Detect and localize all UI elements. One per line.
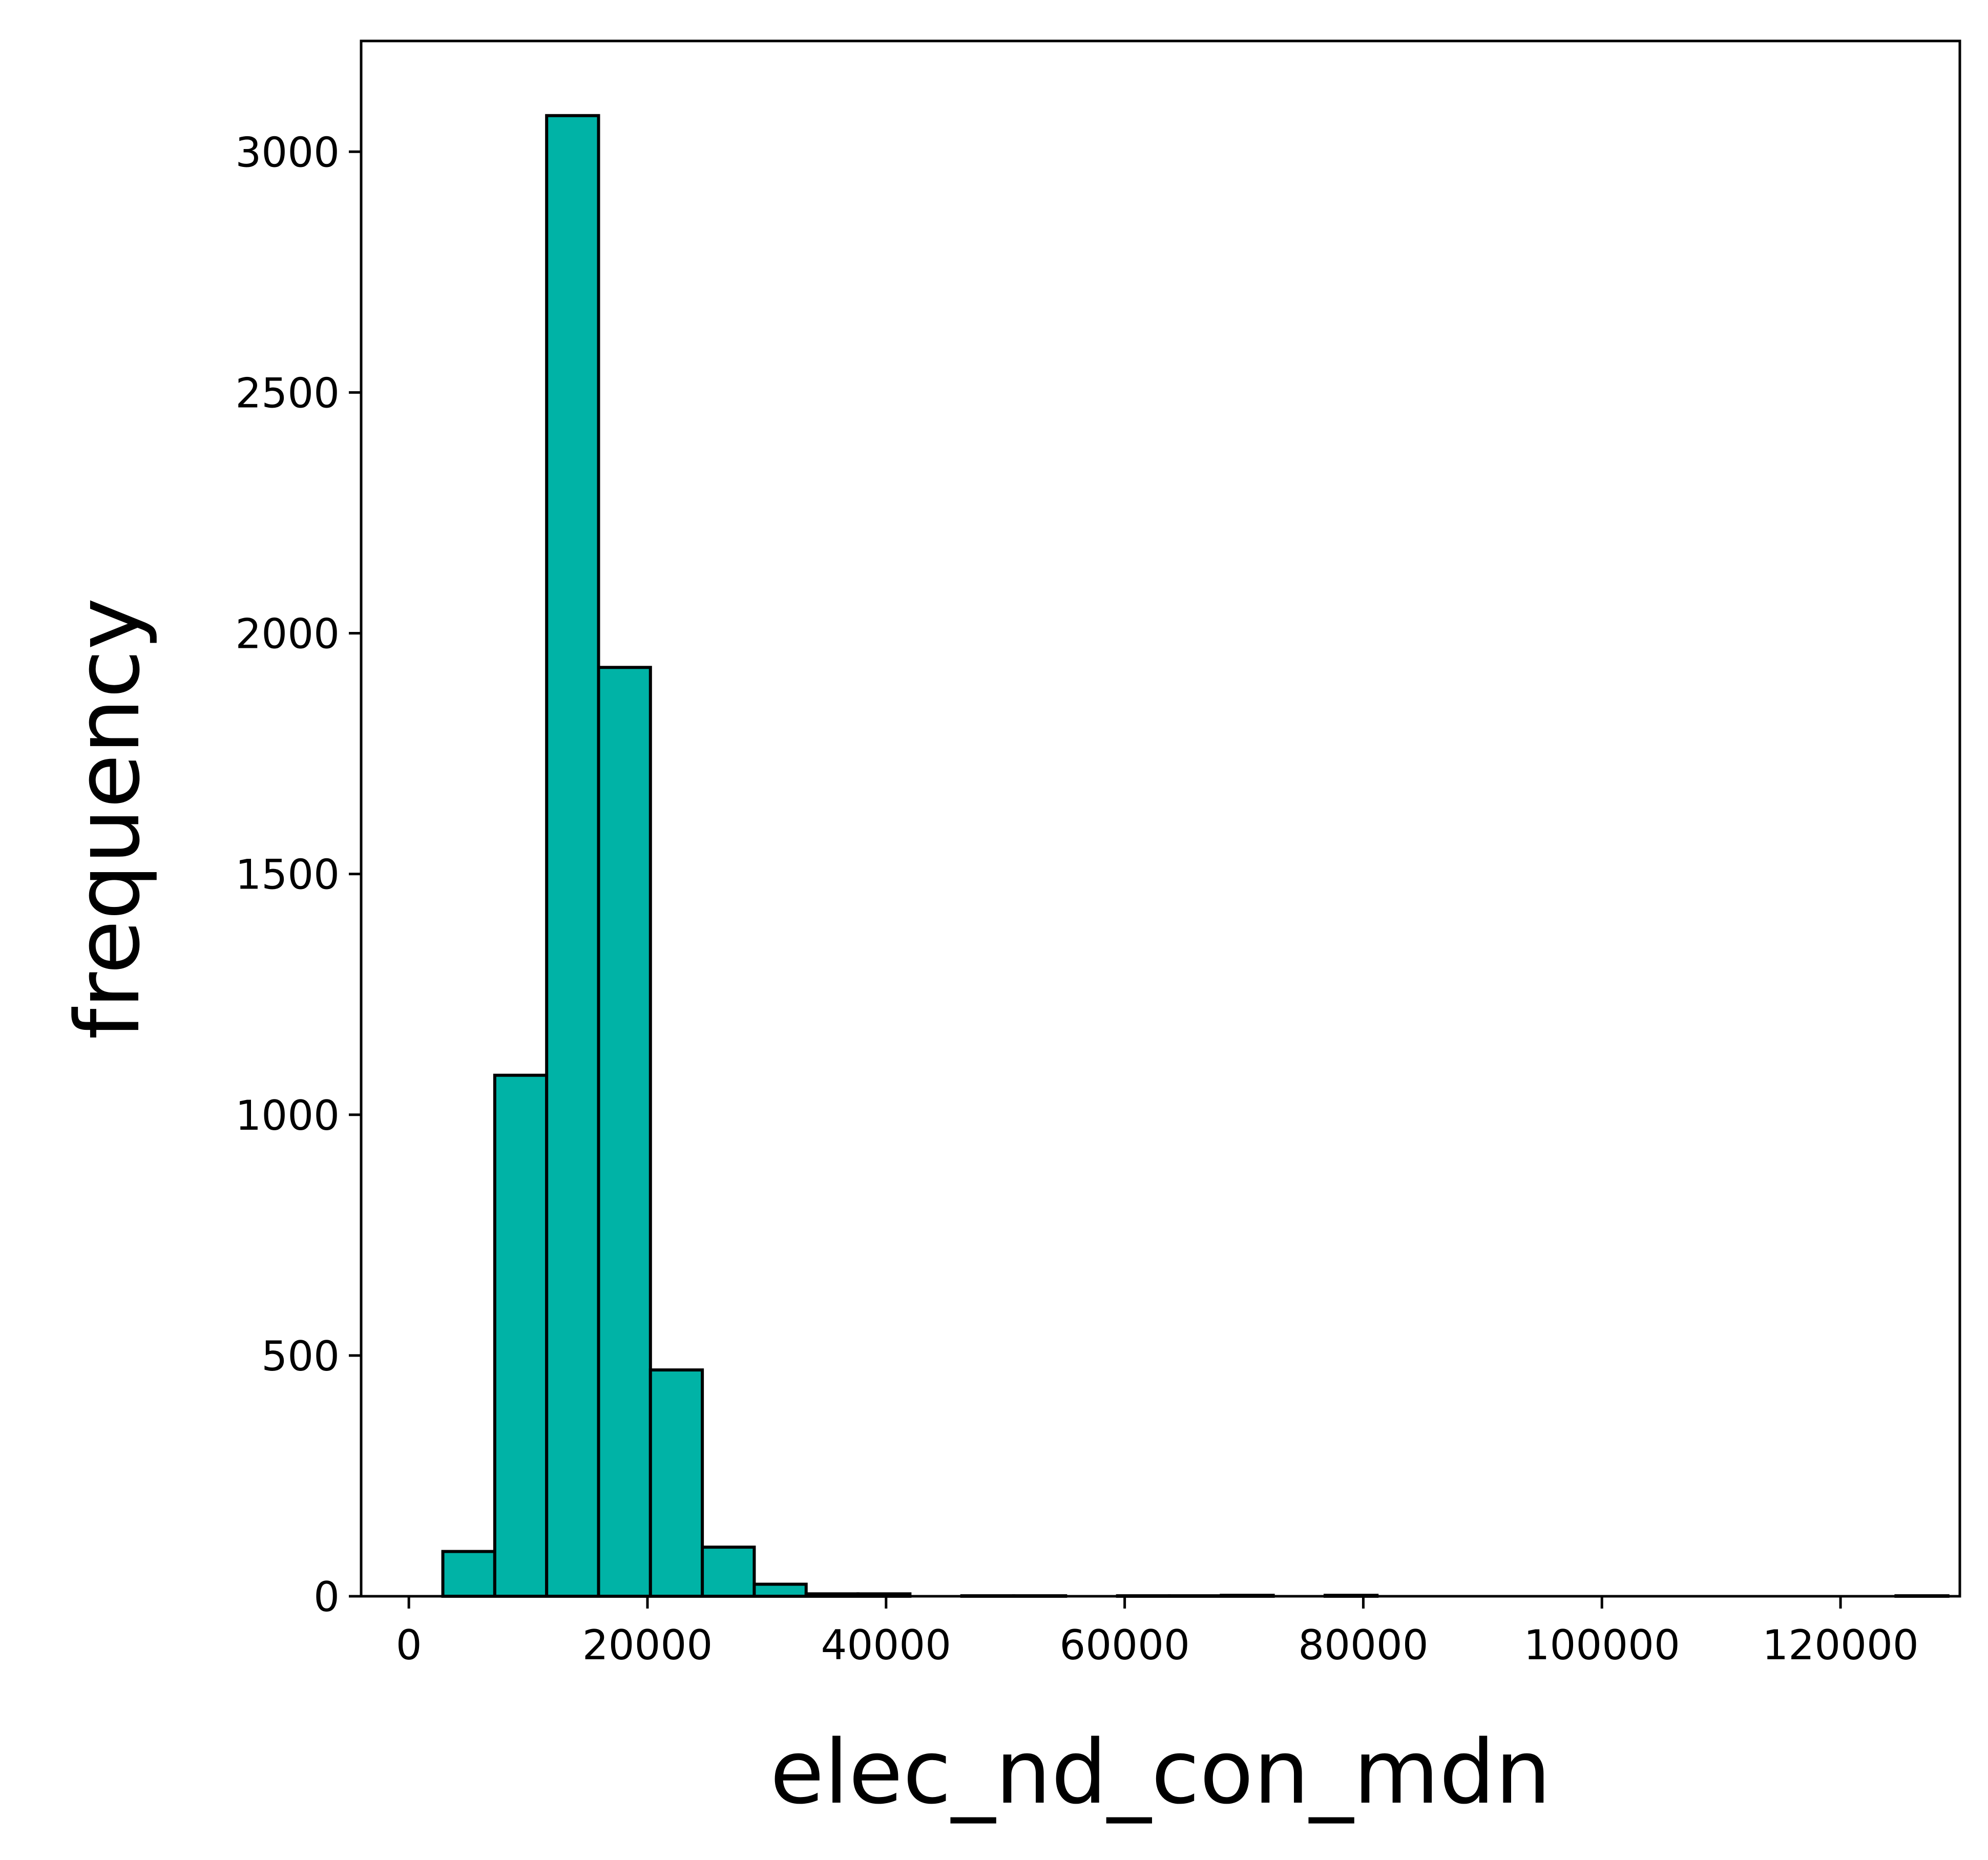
x-axis-title: elec_nd_con_mdn (770, 1721, 1551, 1824)
histogram-bar (441, 1550, 496, 1598)
histogram-bar (648, 1368, 704, 1598)
axes-frame (360, 39, 1961, 1598)
x-tick-label: 20000 (582, 1621, 713, 1669)
bars-group (441, 114, 1950, 1598)
x-tick-label: 80000 (1298, 1621, 1429, 1669)
x-tick-label: 60000 (1059, 1621, 1190, 1669)
histogram-bar (752, 1582, 808, 1598)
x-tick-label: 40000 (821, 1621, 952, 1669)
y-tick-label: 0 (313, 1573, 340, 1621)
y-tick-label: 500 (261, 1333, 340, 1380)
y-tick-label: 2500 (235, 369, 340, 417)
histogram-bar (597, 666, 652, 1598)
y-tick-label: 1500 (235, 851, 340, 899)
histogram-bar (545, 114, 600, 1598)
x-axis-ticks: 0 20000 40000 60000 80000 100000 120000 (396, 1596, 1919, 1669)
x-tick-label: 120000 (1762, 1621, 1918, 1669)
y-tick-label: 3000 (235, 129, 340, 176)
x-tick-label: 0 (396, 1621, 422, 1669)
histogram-bar (493, 1073, 549, 1598)
y-tick-label: 2000 (235, 610, 340, 658)
x-tick-label: 100000 (1524, 1621, 1680, 1669)
histogram-bar (701, 1546, 756, 1598)
y-axis-ticks: 0 500 1000 1500 2000 2500 3000 (235, 129, 361, 1621)
y-axis-title: frequency (56, 598, 159, 1040)
y-tick-label: 1000 (235, 1092, 340, 1139)
